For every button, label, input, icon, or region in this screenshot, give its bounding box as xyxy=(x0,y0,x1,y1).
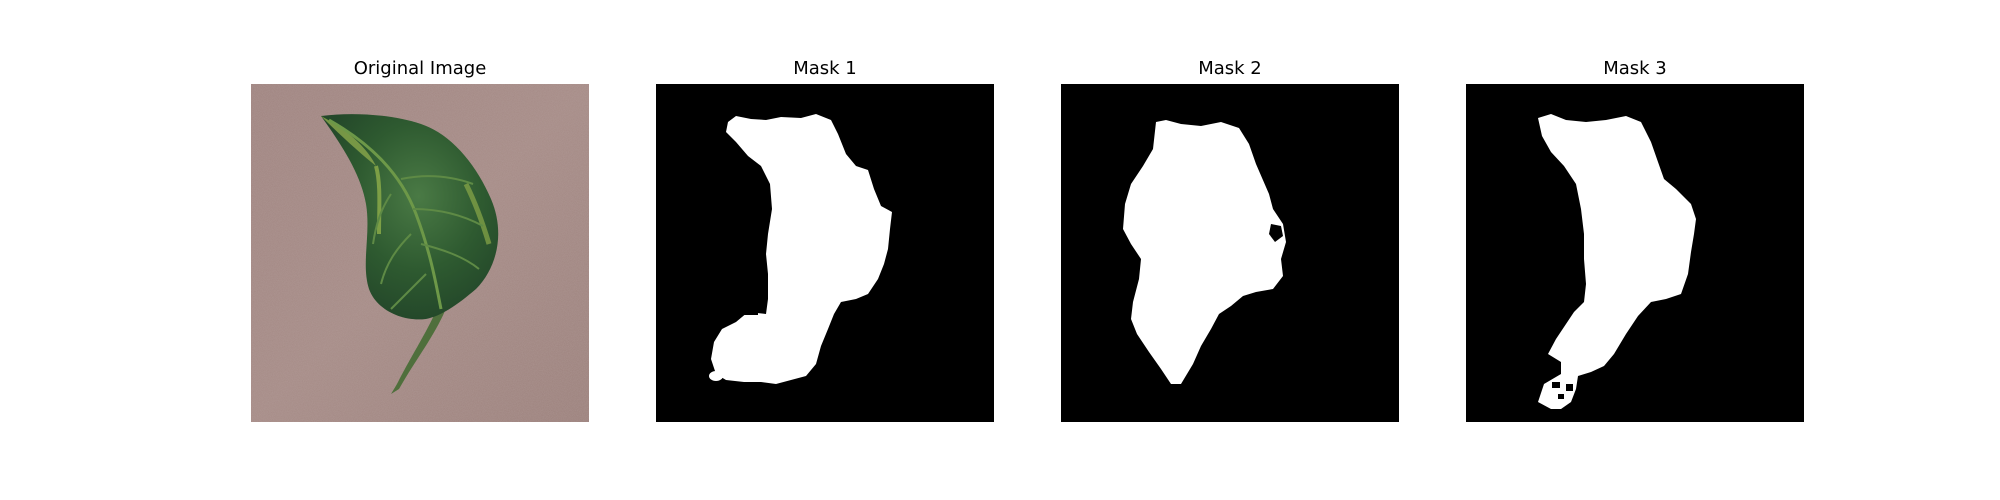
mask-foreground-region xyxy=(1538,114,1696,409)
panel-original-image: Original Image xyxy=(251,57,589,422)
leaf-midrib xyxy=(328,118,443,310)
mask-3-image xyxy=(1466,84,1804,422)
panel-mask-2: Mask 2 xyxy=(1061,57,1399,422)
leaf-blade xyxy=(321,114,499,320)
mask-1-image xyxy=(656,84,994,422)
panel-title: Mask 1 xyxy=(793,58,857,79)
panel-title: Mask 3 xyxy=(1603,58,1667,79)
leaf-stem xyxy=(391,304,447,394)
panel-mask-3: Mask 3 xyxy=(1466,57,1804,422)
panel-mask-1: Mask 1 xyxy=(656,57,994,422)
mask-foreground-region xyxy=(711,114,892,384)
mask-foreground-region xyxy=(1123,120,1286,384)
panel-title: Mask 2 xyxy=(1198,58,1262,79)
original-leaf-photo xyxy=(251,84,589,422)
panel-title: Original Image xyxy=(353,58,487,79)
mask-speck xyxy=(709,371,723,381)
mask-2-image xyxy=(1061,84,1399,422)
